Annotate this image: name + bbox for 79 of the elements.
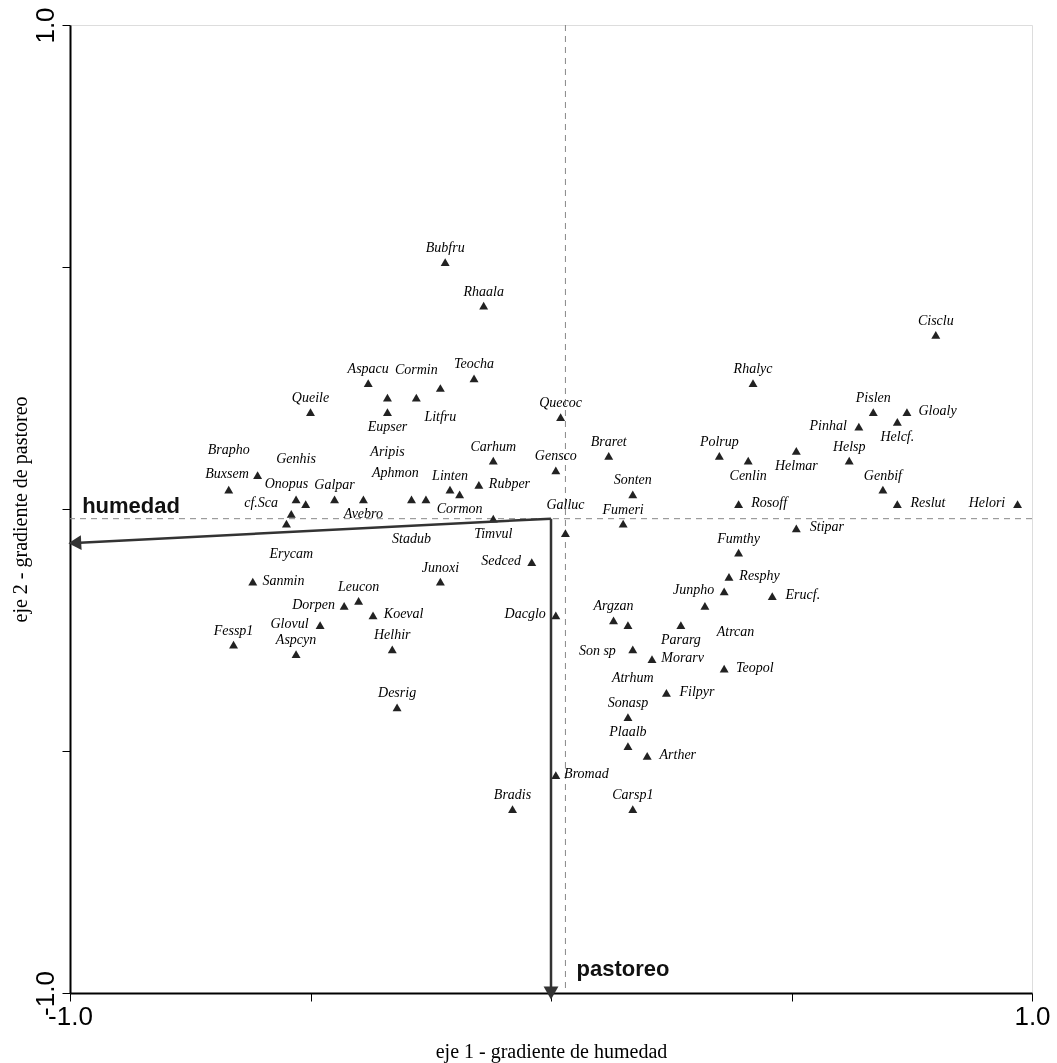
annotation: Son sp [578,643,616,659]
annotation: Cormon [436,501,483,517]
annotation: Gloaly [918,403,958,419]
annotation: Fumthy [716,530,761,546]
series-label: humedad [82,492,180,518]
annotation: Polrup [698,433,739,449]
annotation: Helcf. [879,428,915,444]
annotation: cf.Sca [244,495,278,511]
annotation: Aphmon [371,465,419,481]
annotation: Junoxi [421,559,460,575]
annotation: Stadub [392,531,431,547]
annotation: Bromad [564,766,610,782]
annotation: Rosoff [750,495,790,511]
annotation: Desrig [377,685,417,701]
annotation: Quecoc [539,395,583,411]
annotation: Genbif [863,467,905,483]
annotation: Arther [658,746,697,762]
annotation: Carsp1 [612,787,654,803]
annotation: Avebro [342,506,383,522]
annotation: Sanmin [262,572,305,588]
annotation: Rhaala [462,283,504,299]
annotation: Reslut [909,495,947,511]
annotation: Erucf. [784,587,821,603]
annotation: Cenlin [729,467,767,483]
annotation: Sonasp [607,695,649,711]
annotation: Atrcan [715,623,755,639]
annotation: Timvul [474,525,513,541]
annotation: Erycam [268,545,314,561]
annotation: Plaalb [608,724,647,740]
annotation: Bubfru [425,240,465,256]
annotation: Stipar [809,519,845,535]
annotation: Rubper [487,475,531,491]
annotation: Teocha [454,356,495,372]
annotation: Teopol [735,659,774,675]
annotation: Helmar [773,457,819,473]
annotation: Fessp1 [212,622,254,638]
annotation: Leucon [336,578,380,594]
annotation: Linten [431,467,468,483]
annotation: Junpho [672,582,715,598]
annotation: Cormin [394,361,438,377]
annotation: Braret [590,433,628,449]
series-label: pastoreo [576,956,670,981]
annotation: Cisclu [917,312,954,328]
annotation: Dacglo [503,606,546,622]
annotation: Sonten [613,472,652,488]
annotation: Bradis [493,787,532,803]
annotation: Helhir [372,627,412,643]
annotation: Rhalyc [732,361,774,377]
y-axis-title: eje 2 - gradiente de pastoreo [8,396,32,623]
annotation: Aripis [369,444,406,460]
annotation: Queile [291,390,330,406]
annotation: Dorpen [291,596,335,612]
annotation: Eupser [366,418,408,434]
annotation: Helsp [831,438,866,454]
annotation: Resphy [738,567,781,583]
annotation: Galpar [314,477,356,493]
annotation: Koeval [382,606,424,622]
annotation: Pislen [854,390,891,406]
annotation: Morarv [660,650,705,666]
annotation: Onopus [264,475,309,491]
annotation: Pararg [659,632,701,648]
annotation: Genhis [276,451,317,467]
annotation: Buxsem [205,466,249,482]
annotation: Sedced [481,553,522,569]
x-axis-title: eje 1 - gradiente de humedad [435,1039,668,1063]
annotation: Filpyr [678,683,716,699]
annotation: Galluc [546,497,586,513]
annotation: Pinhal [808,417,848,433]
annotation: Helori [967,495,1006,511]
annotation: Aspcyn [274,632,317,648]
annotation: Gensco [534,448,577,464]
annotation: Atrhum [610,670,654,686]
annotation: Fumeri [601,501,644,517]
annotation: Litfru [423,409,457,424]
annotation: Carhum [470,438,517,454]
annotation: Brapho [207,441,250,457]
annotation: Aspacu [346,361,389,377]
annotation: Argzan [592,598,634,614]
annotation: Glovul [270,616,309,632]
